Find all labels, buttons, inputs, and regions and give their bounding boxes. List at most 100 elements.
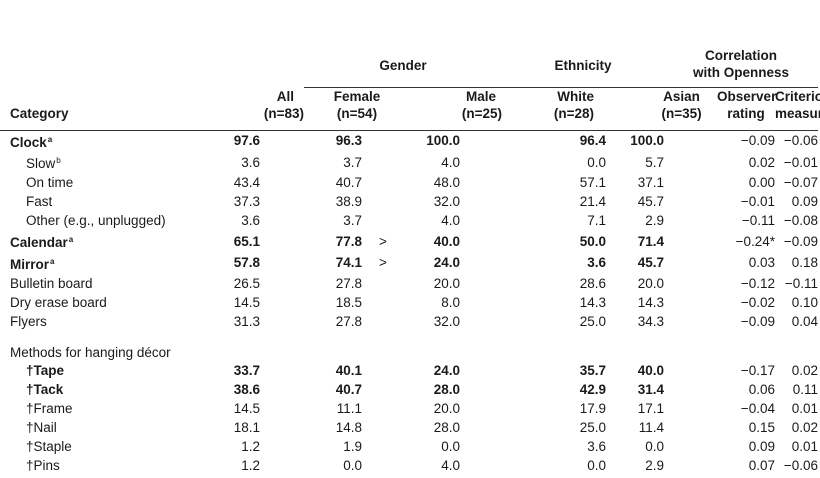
cell-observer: −0.02: [740, 294, 776, 310]
col-male: Male (n=25): [404, 87, 503, 131]
cell-sig: [362, 212, 404, 231]
row-category: Clocka: [0, 130, 200, 152]
row-category: †Tape: [0, 362, 200, 381]
column-header-row: Category All (n=83) Female (n=54) Male (…: [0, 87, 820, 131]
cell-male: 20.0: [433, 275, 460, 291]
cell-all: 38.6: [233, 382, 260, 398]
cell-all: 33.7: [233, 363, 260, 379]
gap-cell: [260, 212, 304, 231]
gap-cell: [460, 362, 502, 381]
cell-sig: [362, 294, 404, 313]
cell-female: 3.7: [343, 154, 362, 170]
row-label: Bulletin board: [10, 275, 93, 291]
col-category: Category: [0, 87, 200, 131]
col-female-title: Female: [333, 88, 381, 104]
cell-white: 42.9: [579, 382, 607, 398]
cell-white: 0.0: [587, 458, 607, 473]
group-gender: Gender: [304, 0, 503, 88]
cell-all: 97.6: [233, 133, 260, 148]
gap-cell: [260, 419, 304, 438]
footnote-marker: a: [47, 134, 53, 144]
col-observer-sub: rating: [727, 105, 765, 121]
cell-sig: [362, 193, 404, 212]
cell-criterion: −0.06: [783, 133, 819, 148]
cell-male: 4.0: [441, 213, 460, 229]
cell-female: 40.7: [335, 175, 362, 191]
cell-asian: 100.0: [630, 133, 665, 148]
col-female: Female (n=54): [304, 87, 404, 131]
cell-white: 21.4: [579, 194, 607, 210]
gap-cell: [460, 294, 502, 313]
cell-all: 14.5: [233, 401, 260, 417]
gap-cell: [260, 275, 304, 294]
row-category: Other (e.g., unplugged): [0, 212, 200, 231]
cell-male: 28.0: [433, 420, 460, 436]
cell-criterion: −0.11: [784, 275, 819, 291]
gap-cell: [664, 457, 717, 476]
row-label: Dry erase board: [10, 294, 107, 310]
cell-observer: 0.09: [748, 439, 776, 455]
cell-male: 100.0: [426, 133, 460, 148]
table-row: †Frame 14.5 11.1 20.0 17.9 17.1 −0.04 0.01: [0, 400, 818, 419]
row-category: Mirrora: [0, 253, 200, 275]
cell-criterion: 0.02: [791, 363, 819, 379]
cell-asian: 11.4: [638, 420, 665, 436]
cell-white: 14.3: [579, 294, 607, 310]
cell-asian: 17.1: [637, 401, 665, 417]
section-row: Methods for hanging décor: [0, 344, 818, 363]
cell-sig: [362, 152, 404, 174]
cell-male: 4.0: [441, 458, 460, 473]
col-observer: Observer rating: [717, 87, 777, 131]
table-row: Slowb 3.6 3.7 4.0 0.0 5.7 0.02 −0.01: [0, 152, 818, 174]
gap-cell: [460, 457, 502, 476]
cell-all: 14.5: [233, 294, 260, 310]
col-asian-title: Asian: [663, 88, 700, 104]
table-row: †Tack 38.6 40.7 28.0 42.9 31.4 0.06 0.11: [0, 381, 818, 400]
row-label: Other (e.g., unplugged): [26, 213, 166, 229]
cell-sig: [362, 400, 404, 419]
table-row: Clocka 97.6 96.3 100.0 96.4 100.0 −0.09 −0.06: [0, 130, 818, 152]
cell-sig: [362, 275, 404, 294]
table-row: †Tape 33.7 40.1 24.0 35.7 40.0 −0.17 0.02: [0, 362, 818, 381]
row-label: Mirror: [10, 256, 50, 272]
gap-cell: [260, 294, 304, 313]
row-label: Fast: [26, 194, 53, 210]
gap-cell: [260, 130, 304, 152]
row-label: †Tack: [26, 382, 64, 398]
cell-sig: [362, 381, 404, 400]
col-white: White (n=28): [502, 87, 607, 131]
spacer-row: [0, 332, 818, 344]
cell-asian: 14.3: [637, 294, 665, 310]
col-all-title: All: [276, 88, 294, 104]
gap-cell: [664, 400, 717, 419]
cell-observer: −0.09: [740, 133, 776, 148]
cell-male: 4.0: [441, 154, 460, 170]
gap-cell: [460, 400, 502, 419]
cell-sig: [362, 130, 404, 152]
row-label: Calendar: [10, 235, 68, 251]
cell-observer: −0.11: [741, 213, 776, 229]
row-category: †Staple: [0, 438, 200, 457]
cell-criterion: −0.09: [783, 233, 819, 249]
cell-asian: 37.1: [637, 175, 665, 191]
gap-cell: [460, 419, 502, 438]
cell-asian: 2.9: [645, 458, 665, 473]
table-row: †Staple 1.2 1.9 0.0 3.6 0.0 0.09 0.01: [0, 438, 818, 457]
gap-cell: [460, 381, 502, 400]
col-observer-title: Observer: [717, 88, 777, 104]
row-label: Slow: [26, 156, 56, 172]
gap-cell: [460, 438, 502, 457]
gap-cell: [260, 400, 304, 419]
cell-white: 17.9: [579, 401, 607, 417]
cell-observer: −0.04: [740, 401, 776, 417]
cell-all: 18.1: [233, 420, 260, 436]
cell-male: 28.0: [433, 382, 460, 398]
cell-female: 3.7: [343, 213, 362, 229]
cell-male: 40.0: [433, 233, 460, 249]
footnote-marker: a: [68, 235, 74, 245]
cell-all: 31.3: [233, 313, 260, 329]
cell-female: 96.3: [335, 133, 362, 148]
cell-sig: [362, 438, 404, 457]
row-category: †Nail: [0, 419, 200, 438]
gap-cell: [260, 253, 304, 275]
